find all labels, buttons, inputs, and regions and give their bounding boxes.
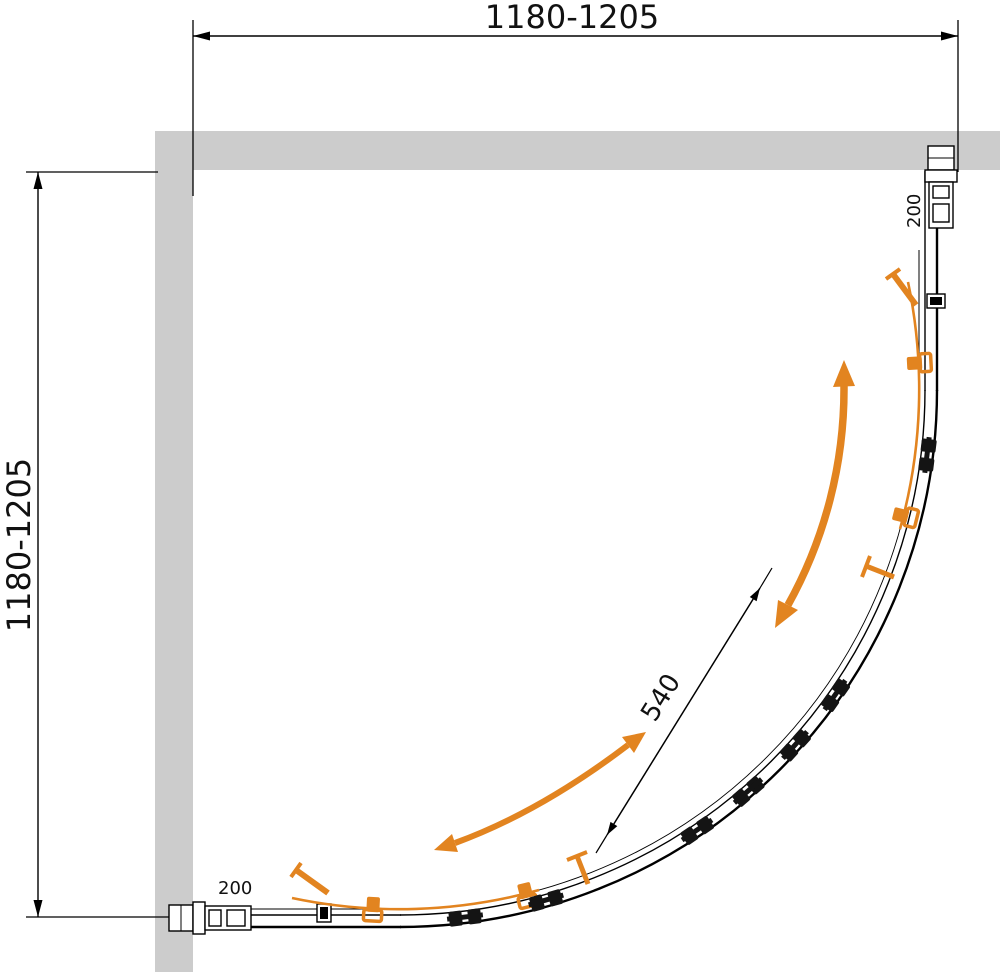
arrow-shaft xyxy=(453,742,630,846)
door-handle-stem xyxy=(574,855,591,885)
door-end-handle xyxy=(890,272,919,307)
extension-line xyxy=(759,567,773,589)
door-glass-edge xyxy=(291,888,540,911)
arrowhead-left xyxy=(193,31,210,41)
outer-curved-glass xyxy=(399,389,939,929)
arrowhead-top xyxy=(33,172,43,189)
dimension-line xyxy=(606,587,761,836)
arrow-head-down xyxy=(775,600,798,628)
arrowhead-bottom xyxy=(33,900,43,917)
arrow-head-up xyxy=(833,360,855,387)
door-slide-arrow-small xyxy=(434,732,646,852)
height-dimension: 1180-1205 xyxy=(0,171,196,918)
door-end-handle xyxy=(294,867,330,896)
door-slide-arrow-large xyxy=(775,360,855,628)
arrow-shaft xyxy=(784,385,848,607)
door-handle-bar xyxy=(860,555,872,578)
width-dimension-label: 1180-1205 xyxy=(485,0,659,36)
inner-curved-glass xyxy=(399,389,926,916)
left-wall xyxy=(155,131,193,972)
arrowhead xyxy=(749,588,760,602)
door-end-handle-bar xyxy=(289,861,303,879)
profile-detail xyxy=(208,909,222,927)
walls xyxy=(155,131,1000,972)
bracket-detail xyxy=(320,907,328,919)
arrowhead xyxy=(607,821,618,835)
sliding-door-bottom xyxy=(289,850,591,924)
width-dimension: 1180-1205 xyxy=(192,0,959,196)
arrow-head-up xyxy=(622,732,646,753)
profile-flange xyxy=(192,901,206,935)
bottom-fixed-panel-profile xyxy=(168,901,332,935)
profile-detail xyxy=(226,909,246,927)
top-wall xyxy=(155,131,1000,170)
door-handle-stem xyxy=(865,563,895,580)
top-fixed-panel-size-label: 200 xyxy=(904,194,925,228)
door-glass-edge xyxy=(898,281,921,530)
top-fixed-panel-profile xyxy=(924,145,958,309)
door-handle-bar xyxy=(566,850,588,862)
bottom-fixed-panel-size-label: 200 xyxy=(218,878,252,899)
arrow-head-down xyxy=(434,834,458,852)
profile-detail xyxy=(932,185,950,199)
door-end-handle-bar xyxy=(884,267,902,281)
profile-detail xyxy=(932,203,950,223)
profile-flange xyxy=(924,169,958,183)
height-dimension-label: 1180-1205 xyxy=(0,458,38,632)
arrowhead-right xyxy=(941,31,958,41)
extension-line xyxy=(595,834,608,854)
bracket-detail xyxy=(930,297,942,305)
sliding-door-top xyxy=(860,267,934,580)
